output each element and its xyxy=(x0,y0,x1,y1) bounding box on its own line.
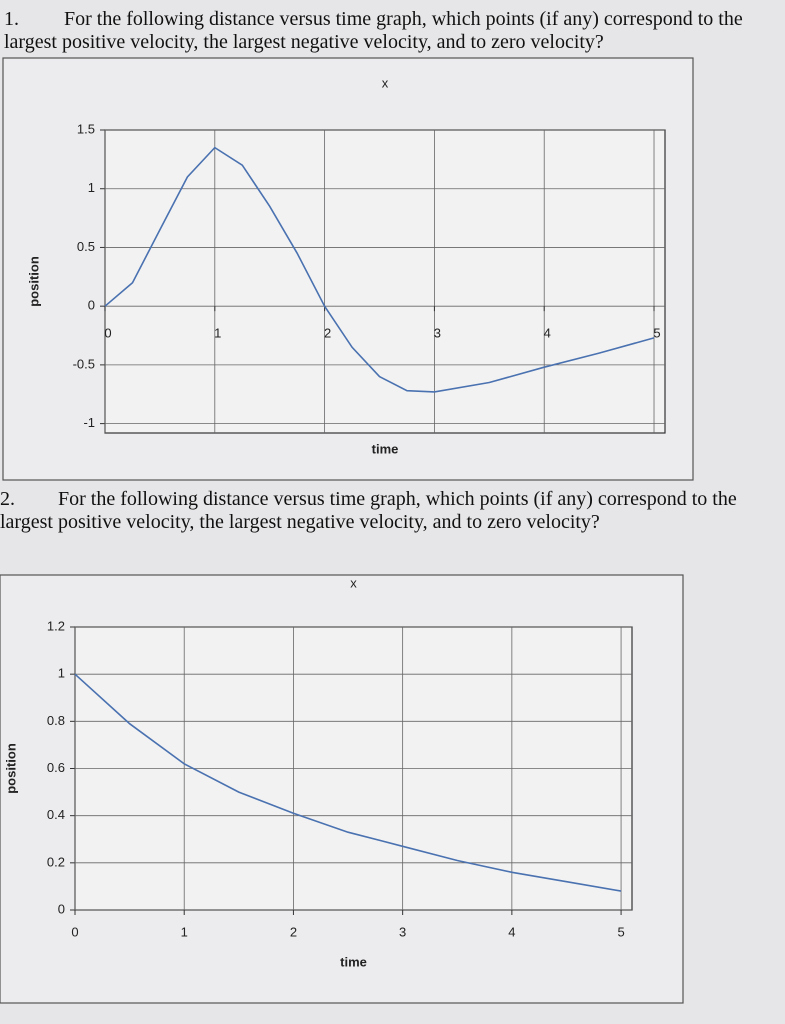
x-tick-label: 3 xyxy=(399,924,406,939)
x-tick-label: 4 xyxy=(508,924,515,939)
x-tick-label: 1 xyxy=(214,326,221,341)
y-tick-label: 1 xyxy=(88,180,95,195)
y-tick-label: 0 xyxy=(88,298,95,313)
question-number: 2. xyxy=(0,488,15,510)
y-tick-label: 0.4 xyxy=(47,807,65,822)
question-text: For the following distance versus time g… xyxy=(0,488,737,533)
x-tick-label: 3 xyxy=(434,326,441,341)
y-tick-label: 0.5 xyxy=(77,239,95,254)
chart-title: x xyxy=(382,75,389,90)
y-tick-label: 0 xyxy=(58,901,65,916)
chart-title: x xyxy=(350,575,357,590)
x-tick-label: 5 xyxy=(617,924,624,939)
y-tick-label: 0.2 xyxy=(47,854,65,869)
y-tick-label: -0.5 xyxy=(73,356,95,371)
x-tick-label: 4 xyxy=(544,326,551,341)
question-text: For the following distance versus time g… xyxy=(4,8,743,53)
data-line xyxy=(74,673,622,892)
x-axis-label: time xyxy=(340,954,367,969)
x-tick-label: 1 xyxy=(181,924,188,939)
question: 1. For the following distance versus tim… xyxy=(4,8,784,54)
y-tick-label: 0.6 xyxy=(47,760,65,775)
x-tick-label: 2 xyxy=(290,924,297,939)
y-tick-label: 1 xyxy=(58,666,65,681)
x-tick-label: 0 xyxy=(104,326,111,341)
x-tick-label: 2 xyxy=(324,326,331,341)
y-axis-label: position xyxy=(3,743,18,794)
x-tick-label: 0 xyxy=(71,924,78,939)
y-tick-label: 1.5 xyxy=(77,121,95,136)
y-tick-label: 0.8 xyxy=(47,713,65,728)
x-tick-label: 5 xyxy=(653,326,660,341)
y-tick-label: -1 xyxy=(83,415,95,430)
question-number: 1. xyxy=(4,8,19,30)
plot-area xyxy=(104,129,666,434)
question: 2. For the following distance versus tim… xyxy=(0,488,770,534)
x-axis-label: time xyxy=(372,441,399,456)
data-line xyxy=(104,146,655,393)
y-tick-label: 1.2 xyxy=(47,618,65,633)
y-axis-label: position xyxy=(26,256,41,307)
